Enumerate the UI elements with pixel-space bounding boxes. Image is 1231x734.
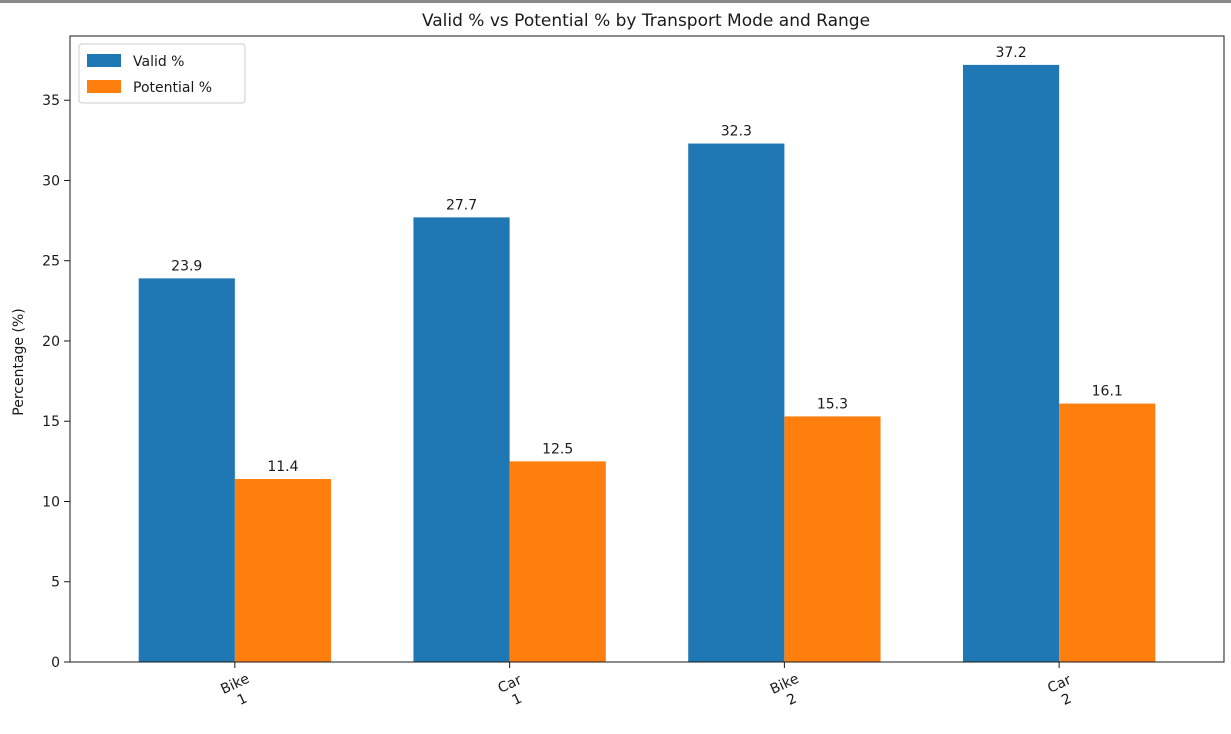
bars-group (138, 64, 1156, 663)
legend-label-potential: Potential % (133, 80, 212, 96)
value-label-valid-3: 37.2 (995, 45, 1026, 61)
y-axis-ticks: 0 5 10 15 20 25 30 35 (42, 93, 70, 671)
value-label-potential-3: 16.1 (1092, 384, 1123, 400)
legend-swatch-potential (87, 80, 121, 93)
legend: Valid % Potential % (78, 43, 246, 104)
x-tick-label-1: Car1 (496, 672, 532, 712)
value-label-potential-2: 15.3 (817, 396, 848, 412)
value-label-potential-0: 11.4 (267, 459, 298, 475)
legend-swatch-valid (87, 54, 121, 67)
x-tick-label-1-line-1: 1 (510, 691, 525, 709)
bar-valid-1 (413, 217, 510, 662)
x-tick-label-0-line-1: 1 (235, 691, 250, 709)
window-top-border (0, 0, 1231, 3)
y-tick-label-15: 15 (42, 414, 60, 430)
bar-potential-0 (234, 479, 332, 662)
y-axis-label: Percentage (%) (11, 308, 27, 415)
x-tick-label-2: Bike2 (768, 671, 809, 713)
value-label-potential-1: 12.5 (542, 441, 573, 457)
bar-valid-2 (688, 143, 785, 663)
x-tick-label-3-line-0: Car (1045, 672, 1074, 697)
value-label-valid-0: 23.9 (171, 258, 202, 274)
y-tick-label-5: 5 (51, 575, 60, 591)
value-label-valid-1: 27.7 (446, 197, 477, 213)
x-tick-label-0: Bike1 (218, 671, 259, 713)
y-tick-label-20: 20 (42, 334, 60, 350)
bar-valid-0 (138, 278, 235, 662)
y-tick-label-25: 25 (42, 254, 60, 270)
x-tick-label-3-line-1: 2 (1059, 691, 1074, 709)
y-tick-label-0: 0 (51, 655, 60, 671)
y-tick-label-35: 35 (42, 93, 60, 109)
x-tick-label-2-line-1: 2 (784, 691, 799, 709)
value-labels-group: 23.9 27.7 32.3 37.2 11.4 12.5 15.3 16.1 (171, 45, 1123, 475)
x-tick-label-3: Car2 (1045, 672, 1081, 712)
bar-valid-3 (962, 64, 1060, 662)
plot-frame (69, 35, 1225, 663)
value-label-valid-2: 32.3 (721, 124, 752, 140)
bar-potential-1 (509, 461, 606, 662)
legend-label-valid: Valid % (133, 54, 185, 70)
bar-potential-3 (1059, 403, 1156, 662)
y-tick-label-10: 10 (42, 494, 60, 510)
bar-potential-2 (784, 416, 881, 662)
chart-title: Valid % vs Potential % by Transport Mode… (422, 11, 870, 31)
x-tick-label-1-line-0: Car (496, 672, 525, 697)
y-tick-label-30: 30 (42, 173, 60, 189)
